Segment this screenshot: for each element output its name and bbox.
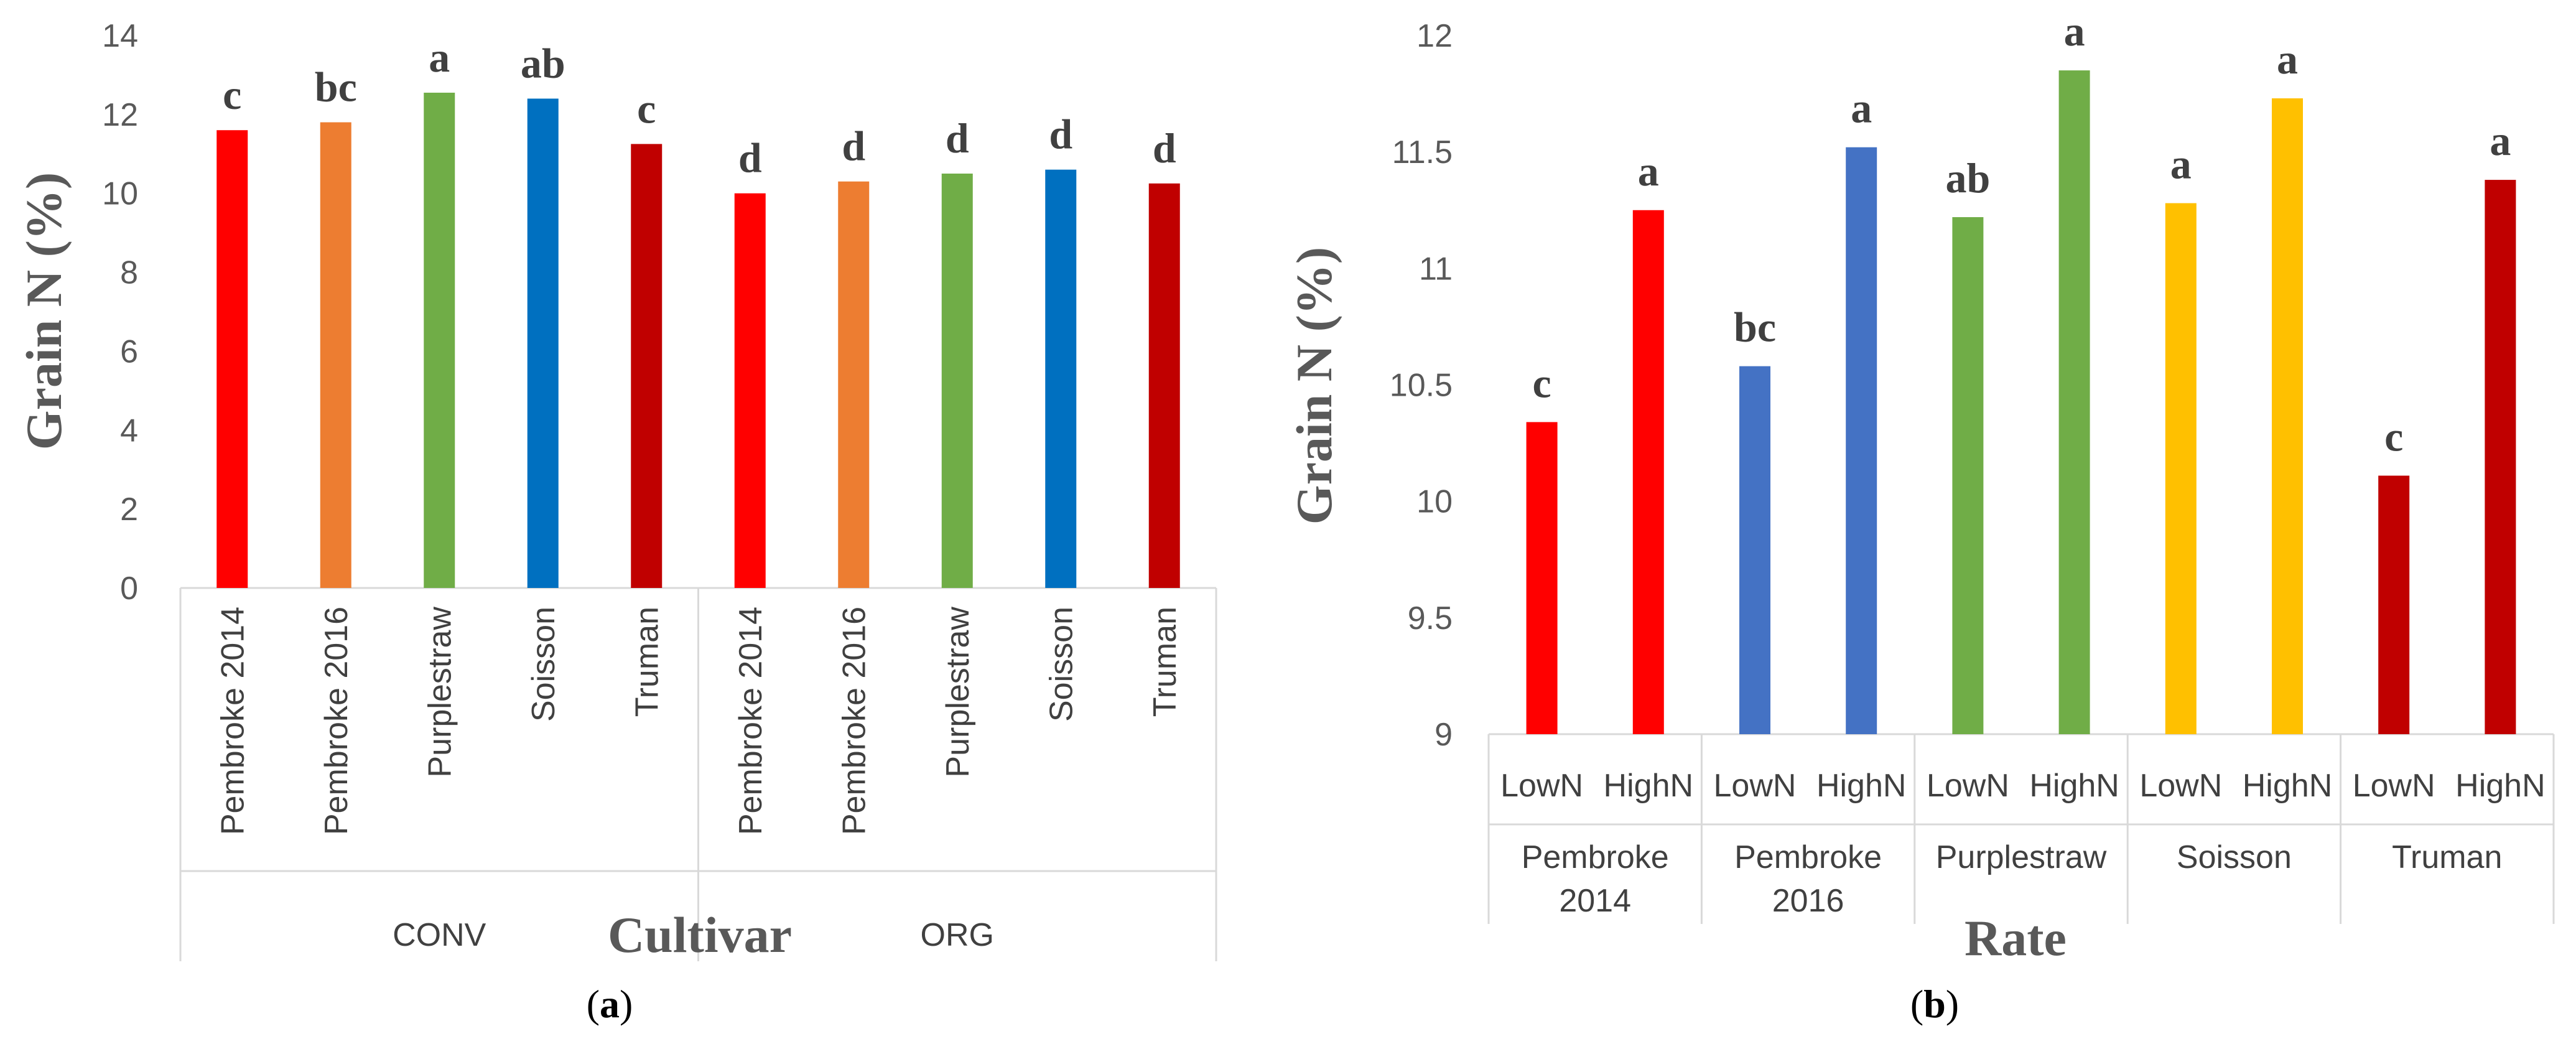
x-tick-label: LowN xyxy=(2353,768,2435,804)
bar xyxy=(631,144,663,588)
y-tick-label: 10 xyxy=(102,176,138,212)
group-label: Purplestraw xyxy=(1936,839,2107,875)
significance-letter: a xyxy=(2490,117,2511,164)
significance-letter: d xyxy=(738,134,762,182)
x-tick-label: Purplestraw xyxy=(422,607,458,778)
group-label: Pembroke xyxy=(1734,839,1882,875)
x-axis-title: Rate xyxy=(1965,910,2067,966)
bar xyxy=(320,122,351,589)
group-label: 2016 xyxy=(1772,883,1844,919)
bar xyxy=(1952,217,1984,735)
y-tick-label: 0 xyxy=(120,571,138,607)
bar xyxy=(2378,475,2410,734)
significance-letter: c xyxy=(1533,359,1551,406)
x-tick-label: Pembroke 2016 xyxy=(319,607,355,835)
bar xyxy=(2485,180,2516,734)
x-tick-label: HighN xyxy=(2455,768,2546,804)
significance-letter: a xyxy=(2170,141,2192,188)
y-axis-title: Grain N (%) xyxy=(16,172,72,450)
y-tick-label: 6 xyxy=(120,333,138,370)
x-tick-label: Pembroke 2014 xyxy=(215,607,251,835)
significance-letter: c xyxy=(2384,413,2403,460)
y-tick-label: 9.5 xyxy=(1408,600,1453,636)
bar xyxy=(941,174,973,588)
bar xyxy=(2272,98,2303,734)
group-label: 2014 xyxy=(1559,883,1631,919)
significance-letter: d xyxy=(1153,124,1176,172)
x-tick-label: HighN xyxy=(2029,768,2119,804)
x-axis-title: Cultivar xyxy=(608,907,792,963)
y-tick-label: 11 xyxy=(1419,251,1453,287)
bar xyxy=(1148,183,1180,588)
y-tick-label: 11.5 xyxy=(1392,134,1453,170)
panel-label: (b) xyxy=(1910,982,1959,1026)
y-tick-label: 2 xyxy=(120,492,138,528)
x-tick-label: HighN xyxy=(1816,768,1907,804)
y-tick-label: 12 xyxy=(1416,18,1453,54)
significance-letter: d xyxy=(842,123,865,170)
x-tick-label: LowN xyxy=(1927,768,2009,804)
y-tick-label: 10.5 xyxy=(1390,368,1453,404)
significance-letter: ab xyxy=(521,39,565,86)
chart-panel-b: 9 9.5 10 10.5 11 11.5 12 c LowN a HighN Pembroke 201… xyxy=(1286,7,2555,1026)
bar xyxy=(527,98,559,588)
y-tick-label: 12 xyxy=(102,97,138,133)
x-tick-label: Truman xyxy=(1147,607,1183,717)
y-tick-label: 9 xyxy=(1434,717,1453,753)
significance-letter: a xyxy=(1638,147,1659,195)
panel-label: (a) xyxy=(587,982,633,1026)
bar xyxy=(1045,169,1077,589)
x-tick-label: Truman xyxy=(629,607,665,717)
bar xyxy=(734,193,766,588)
panel-letter: b xyxy=(1923,982,1946,1026)
significance-letter: c xyxy=(223,71,241,118)
y-tick-label: 10 xyxy=(1416,484,1453,520)
x-tick-label: LowN xyxy=(1714,768,1797,804)
x-tick-label: LowN xyxy=(2139,768,2222,804)
significance-letter: ab xyxy=(1945,154,1990,202)
significance-letter: a xyxy=(1851,85,1872,132)
x-tick-label: LowN xyxy=(1500,768,1583,804)
group-label: Soisson xyxy=(2177,839,2292,875)
x-tick-label: Soisson xyxy=(526,607,562,722)
bar xyxy=(2058,70,2090,734)
y-tick-label: 14 xyxy=(102,18,138,54)
y-axis-title: Grain N (%) xyxy=(1286,247,1342,524)
significance-letter: c xyxy=(637,85,656,132)
x-tick-label: Purplestraw xyxy=(940,607,976,778)
group-label: Pembroke xyxy=(1522,839,1669,875)
y-tick-label: 8 xyxy=(120,255,138,291)
group-label: ORG xyxy=(921,917,994,953)
bar xyxy=(1632,210,1664,734)
x-tick-label: Soisson xyxy=(1043,607,1079,722)
significance-letter: d xyxy=(946,114,969,162)
group-label: Truman xyxy=(2392,839,2502,875)
significance-letter: a xyxy=(429,34,450,81)
bar xyxy=(2165,203,2197,734)
bar xyxy=(1739,366,1770,734)
x-tick-label: Pembroke 2016 xyxy=(836,607,872,835)
bar xyxy=(424,92,455,588)
y-tick-label: 4 xyxy=(120,413,138,449)
bar xyxy=(1846,147,1877,734)
significance-letter: bc xyxy=(1734,304,1776,351)
significance-letter: a xyxy=(2277,35,2298,83)
x-tick-label: HighN xyxy=(1604,768,1694,804)
bar xyxy=(216,130,248,588)
group-label: CONV xyxy=(393,917,486,953)
significance-letter: a xyxy=(2064,7,2085,55)
bar xyxy=(1526,422,1558,734)
chart-panel-a: 0 2 4 6 8 10 12 14 c Pembroke 2014 bc Pembroke 2016… xyxy=(16,18,1217,1026)
bar xyxy=(838,181,870,589)
significance-letter: d xyxy=(1049,111,1072,158)
x-tick-label: Pembroke 2014 xyxy=(733,607,769,835)
panel-letter: a xyxy=(600,982,620,1026)
significance-letter: bc xyxy=(315,63,357,111)
x-tick-label: HighN xyxy=(2243,768,2333,804)
